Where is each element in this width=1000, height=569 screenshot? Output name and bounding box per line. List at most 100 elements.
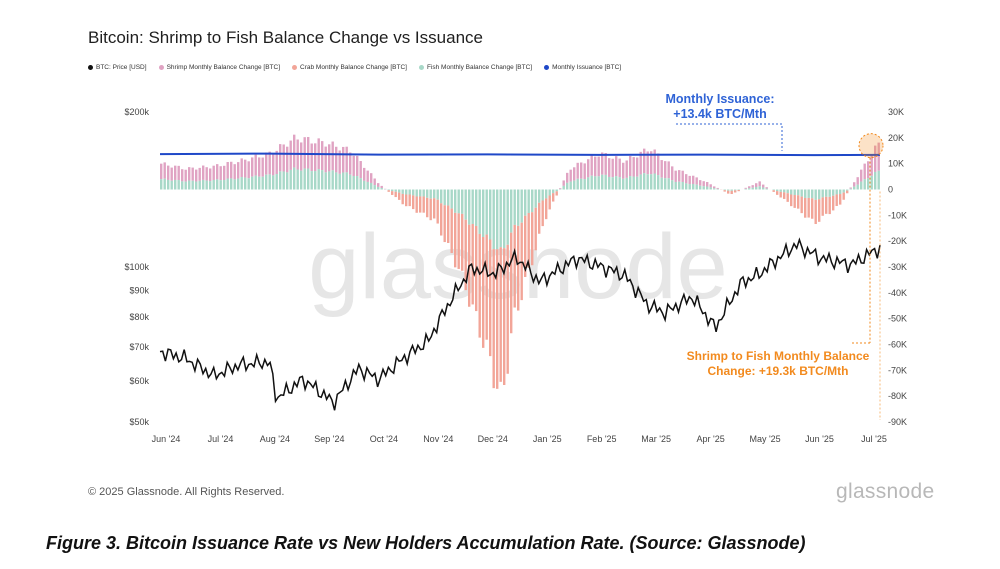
chart-legend: BTC: Price [USD] Shrimp Monthly Balance … [88,64,621,71]
crab-bar [520,222,523,301]
legend-item-price[interactable]: BTC: Price [USD] [88,64,147,71]
crab-bar [828,196,831,215]
x-axis-tick-label: Jun '24 [152,434,181,444]
left-axis-tick-label: $100k [124,262,149,272]
x-axis-tick-label: May '25 [749,434,780,444]
crab-bar [818,199,821,222]
shrimp-bar [202,165,205,180]
fish-bar [286,172,289,190]
fish-bar [790,189,793,195]
fish-bar [863,179,866,190]
balance-change-bars [160,134,880,389]
fish-bar [219,180,222,190]
crab-bar [807,197,810,218]
legend-item-fish[interactable]: Fish Monthly Balance Change [BTC] [418,64,533,71]
fish-bar [349,174,352,190]
shrimp-bar [870,155,873,176]
x-axis-tick-label: Nov '24 [423,434,453,444]
shrimp-bar [618,158,621,178]
legend-label-shrimp: Shrimp Monthly Balance Change [BTC] [166,64,281,71]
shrimp-bar [300,142,303,171]
shrimp-bar [758,181,761,187]
shrimp-bar [377,183,380,187]
shrimp-bar [629,155,632,177]
fish-bar [359,178,362,190]
fish-bar [639,174,642,190]
fish-bar [188,180,191,190]
fish-bar [454,189,457,213]
shrimp-bar [765,187,768,189]
right-axis-tick-label: -80K [888,391,907,401]
shrimp-bar [622,162,625,179]
fish-bar [807,189,810,198]
fish-bar [471,189,474,224]
fish-bar [370,182,373,190]
legend-item-crab[interactable]: Crab Monthly Balance Change [BTC] [292,64,407,71]
crab-bar [545,198,548,220]
fish-bar [408,189,411,195]
fish-bar [478,189,481,234]
shrimp-bar [352,155,355,177]
crab-bar [527,213,530,268]
fish-bar [580,178,583,190]
shrimp-bar [604,152,607,175]
fish-bar [545,189,548,199]
right-axis: 30K 20K 10K 0 -10K -20K -30K -40K -50K -60K -70K -8… [888,107,907,427]
fish-bar [335,172,338,190]
btc-price-line [159,237,881,411]
legend-label-fish: Fish Monthly Balance Change [BTC] [426,64,533,71]
fish-bar [650,174,653,190]
shrimp-bar [198,167,201,181]
fish-bar [552,189,555,194]
fish-bar [279,171,282,190]
fish-bar [426,189,429,198]
shrimp-bar [174,165,177,180]
crab-bar [387,190,390,192]
shrimp-bar [177,165,180,181]
shrimp-bar [289,140,292,170]
shrimp-bar [216,164,219,180]
chart-title: Bitcoin: Shrimp to Fish Balance Change v… [88,28,483,47]
fish-bar [849,188,852,190]
fish-bar [814,189,817,200]
legend-item-issuance[interactable]: Monthly Issuance [BTC] [544,64,621,71]
shrimp-bar [685,174,688,184]
fish-bar [261,176,264,190]
shrimp-bar [345,146,348,173]
crab-bar [506,244,509,374]
fish-bar [643,173,646,190]
fish-bar [744,188,747,190]
fish-bar [380,188,383,190]
legend-swatch-fish [418,65,424,70]
fish-bar [268,174,271,190]
fish-bar [835,189,838,195]
shrimp-annotation-line1: Shrimp to Fish Monthly Balance [686,349,870,363]
shrimp-bar [695,177,698,185]
crab-bar [485,234,488,340]
legend-swatch-shrimp [158,65,164,70]
legend-item-shrimp[interactable]: Shrimp Monthly Balance Change [BTC] [158,64,281,71]
shrimp-bar [632,157,635,177]
shrimp-bar [335,146,338,173]
fish-bar [198,180,201,190]
shrimp-bar [748,186,751,189]
crab-bar [405,194,408,207]
crab-bar [524,215,527,277]
fish-bar [818,189,821,200]
shrimp-bar [853,182,856,187]
crab-bar [422,196,425,213]
shrimp-bar [849,187,852,189]
fish-bar [737,189,740,191]
fish-bar [464,189,467,220]
fish-bar [583,179,586,190]
fish-bar [758,186,761,190]
fish-bar [209,181,212,190]
shrimp-bar [692,175,695,184]
fish-bar [496,189,499,250]
shrimp-bar [275,150,278,175]
fish-bar [793,189,796,196]
fish-bar [419,189,422,197]
fish-bar [734,189,737,191]
right-axis-tick-label: 10K [888,159,904,169]
fish-bar [748,188,751,190]
